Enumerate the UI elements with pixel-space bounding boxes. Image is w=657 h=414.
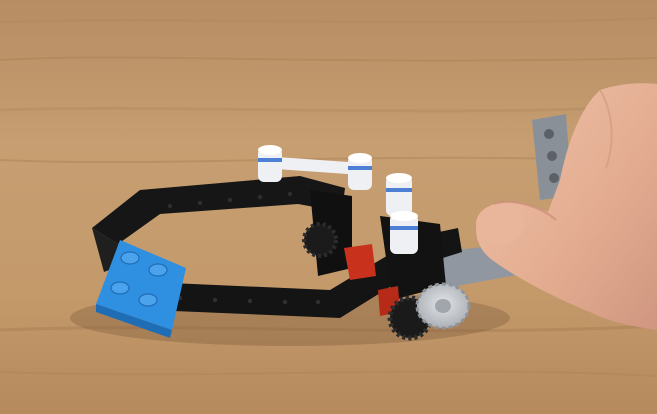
black-gear [302,222,433,341]
light-gray-bevel-gear [415,282,471,330]
hand [476,83,657,331]
white-axle-pins [258,145,418,254]
blue-2x2-plate [96,240,186,338]
